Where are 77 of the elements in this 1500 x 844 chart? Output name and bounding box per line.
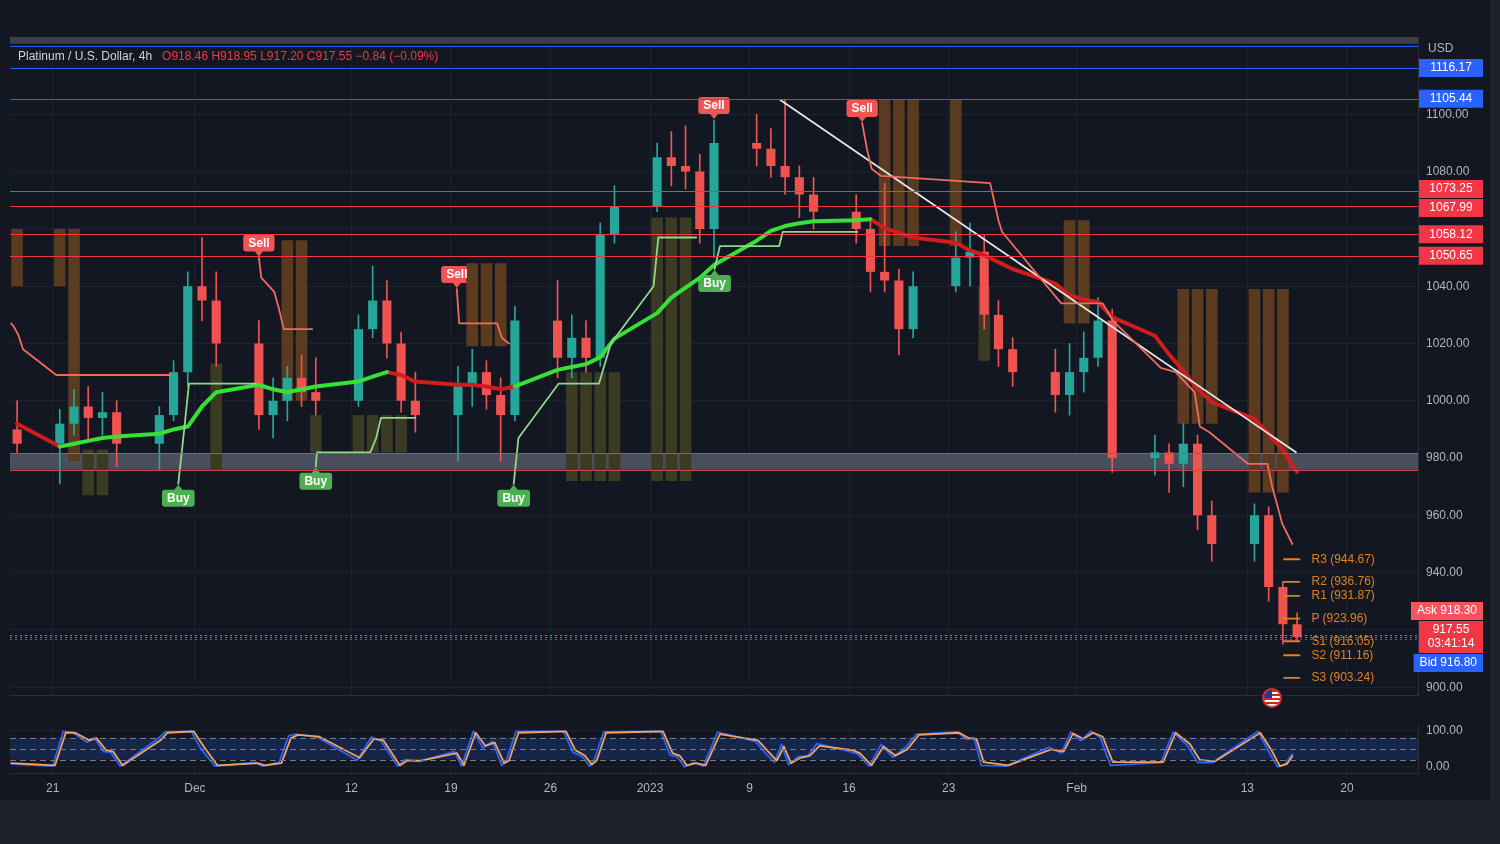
ref-line-label: 1050.65 [1429,248,1474,263]
ref-line-label: 1105.44 [1429,91,1473,106]
y-tick-label: 1020.00 [1426,335,1470,350]
ref-line-label: 1116.17 [1430,60,1473,75]
bar [1077,220,1090,324]
bar [466,263,479,347]
x-tick-label: 23 [941,780,956,795]
bar [651,217,663,481]
y-tick-label: 1080.00 [1426,163,1470,178]
x-tick-label: 16 [842,780,857,795]
annotation: Buy [703,276,727,291]
annotation: Sell [703,98,725,113]
x-tick-label: Dec [184,780,206,795]
ref-line-label: 1058.12 [1429,226,1474,241]
y-tick-label: 1100.00 [1426,106,1469,121]
series-label: S3 (903.24) [1311,670,1375,685]
x-tick-label: 9 [746,780,754,795]
ref-line-label: Bid 916.80 [1419,655,1478,670]
bar [565,372,578,481]
series-label: R3 (944.67) [1311,551,1375,566]
y-tick-label: 1000.00 [1426,393,1470,408]
candlestick [197,237,207,321]
x-tick-label: Feb [1066,780,1088,795]
bar [96,449,109,496]
annotation: Sell [851,101,873,116]
bar [1277,289,1289,493]
y-tick-label: 940.00 [1426,564,1464,579]
x-tick-label: 13 [1240,780,1255,795]
bar [68,228,80,461]
x-tick-label: 12 [344,780,359,795]
x-tick-label: 26 [543,780,558,795]
series-label: P (923.96) [1311,610,1368,625]
text: Platinum / U.S. Dollar, 4h [18,49,153,64]
series-label: S2 (911.16) [1311,647,1374,662]
bar [11,228,23,287]
bar [53,228,66,287]
annotation: Buy [304,473,328,488]
bar [665,217,678,481]
annotation: Sell [446,267,468,282]
bar [82,449,95,496]
series-label: S1 (916.05) [1311,633,1375,648]
bar [608,372,621,481]
y-tick-label: 100.00 [1426,722,1464,737]
y-axis-title: USD [1428,41,1454,56]
y-tick-label: 960.00 [1426,507,1464,522]
bar [679,217,692,481]
y-tick-label: 980.00 [1426,450,1464,465]
ref-line-label: 1073.25 [1429,181,1474,196]
ref-line-label: 917.55 03:41:14 [1427,622,1475,651]
x-tick-label: 21 [45,780,60,795]
bar [1205,289,1218,424]
bar [352,415,365,453]
annotation: Buy [502,491,526,506]
bar [480,263,493,347]
series-label: R1 (931.87) [1311,588,1375,603]
ref-line-label: Ask 918.30 [1416,603,1478,618]
bar [594,372,607,481]
bar [395,415,407,453]
y-tick-label: 1040.00 [1426,278,1470,293]
bar [494,263,507,347]
bar [893,100,905,247]
bar [309,415,322,453]
text: O918.46 H918.95 L917.20 C917.55 −0.84 (−0.09%) [162,49,439,64]
bar [580,372,592,481]
x-tick-label: 2023 [636,780,664,795]
bar [381,415,393,453]
ref-line-label: 1067.99 [1429,200,1474,215]
annotation: Sell [248,235,270,250]
bar [949,100,962,247]
x-tick-label: 19 [444,780,458,795]
series-label: R2 (936.76) [1311,574,1375,589]
y-tick-label: 0.00 [1426,759,1450,774]
x-tick-label: 20 [1340,780,1354,795]
bar [907,100,919,247]
y-tick-label: 900.00 [1426,679,1464,694]
bar [210,363,223,470]
annotation: Buy [166,491,190,506]
